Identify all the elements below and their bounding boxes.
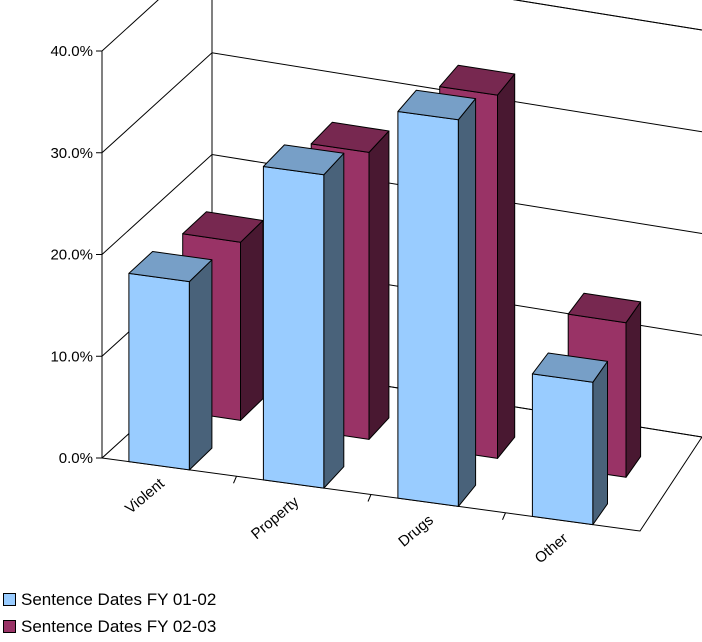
legend-swatch-series-1: [3, 593, 16, 606]
bar-side-face: [240, 220, 264, 421]
y-tick-label: 20.0%: [50, 247, 93, 264]
y-tick-label: 30.0%: [50, 145, 93, 162]
bars: [128, 64, 642, 526]
legend-swatch-series-2: [3, 620, 16, 633]
y-tick-label: 0.0%: [59, 450, 93, 467]
bar-top-face: [567, 292, 642, 324]
legend-item-series-2: Sentence Dates FY 02-03: [3, 613, 403, 640]
bar-top-face: [310, 121, 390, 153]
gridline: [101, 153, 702, 255]
x-category-label: Property: [248, 493, 303, 543]
bar-violent-series-1: [128, 251, 213, 471]
x-tick-mark: [502, 512, 506, 520]
bar-side-face: [188, 259, 213, 471]
bar-other-series-1: [531, 352, 608, 526]
bar-front-face: [128, 272, 190, 471]
bar-side-face: [368, 130, 390, 440]
legend-item-series-1: Sentence Dates FY 01-02: [3, 586, 403, 613]
bar-top-face: [262, 144, 345, 176]
bar-top-face: [128, 251, 213, 283]
x-tick-mark: [233, 476, 237, 484]
x-category-label: Violent: [122, 475, 168, 518]
x-tick-mark: [367, 494, 372, 502]
x-category-label: Other: [532, 530, 572, 567]
axes: [96, 50, 506, 520]
bar-top-face: [439, 64, 516, 96]
chart-canvas: 0.0% 10.0% 20.0% 30.0% 40.0% Violent Property…: [50, 0, 702, 567]
bar-top-face: [531, 352, 608, 383]
legend-label-series-1: Sentence Dates FY 01-02: [21, 589, 217, 609]
bar-side-face: [497, 73, 516, 459]
bar-property-series-1: [262, 144, 345, 489]
bar-front-face: [531, 373, 594, 526]
bar-side-face: [323, 152, 345, 489]
gridline: [101, 0, 702, 52]
legend-label-series-2: Sentence Dates FY 02-03: [21, 616, 217, 636]
y-tick-label: 40.0%: [50, 43, 93, 60]
bar-front-face: [262, 166, 325, 489]
y-axis-tick-labels: 0.0% 10.0% 20.0% 30.0% 40.0%: [50, 43, 93, 467]
bar-front-face: [397, 111, 459, 507]
gridline: [101, 52, 702, 154]
bar-side-face: [592, 360, 608, 526]
bar-top-face: [397, 89, 477, 121]
bar-side-face: [625, 301, 642, 478]
bar-side-face: [457, 98, 477, 507]
x-category-label: Drugs: [395, 512, 437, 551]
legend: Sentence Dates FY 01-02 Sentence Dates F…: [3, 586, 403, 640]
y-tick-label: 10.0%: [50, 348, 93, 365]
bar-drugs-series-1: [397, 89, 477, 507]
